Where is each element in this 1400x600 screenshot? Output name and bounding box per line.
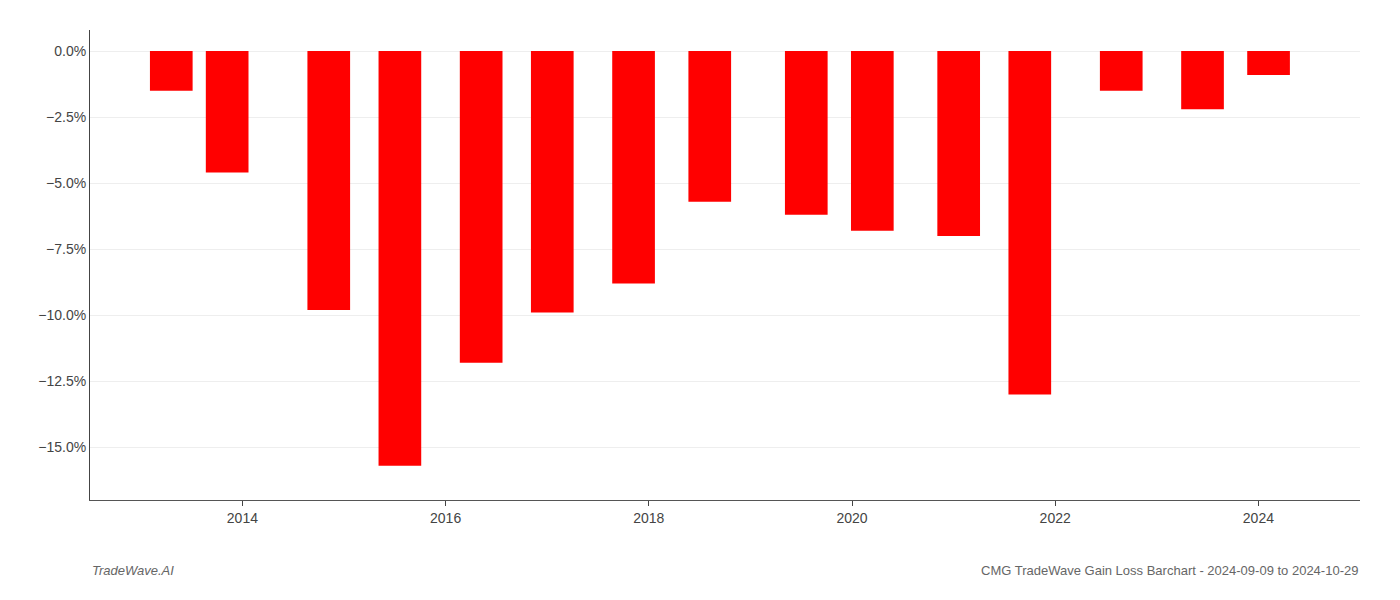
svg-text:−10.0%: −10.0% — [38, 307, 86, 323]
svg-text:TradeWave.AI: TradeWave.AI — [92, 563, 174, 578]
svg-text:−15.0%: −15.0% — [38, 439, 86, 455]
svg-text:−2.5%: −2.5% — [46, 109, 86, 125]
svg-text:0.0%: 0.0% — [54, 43, 86, 59]
svg-text:2024: 2024 — [1243, 510, 1274, 526]
svg-text:−12.5%: −12.5% — [38, 373, 86, 389]
svg-text:−5.0%: −5.0% — [46, 175, 86, 191]
svg-text:2022: 2022 — [1040, 510, 1071, 526]
svg-text:−7.5%: −7.5% — [46, 241, 86, 257]
svg-text:CMG TradeWave Gain Loss Barcha: CMG TradeWave Gain Loss Barchart - 2024-… — [981, 563, 1358, 578]
svg-text:2016: 2016 — [430, 510, 461, 526]
svg-text:2018: 2018 — [633, 510, 664, 526]
svg-text:2020: 2020 — [836, 510, 867, 526]
svg-text:2014: 2014 — [227, 510, 258, 526]
